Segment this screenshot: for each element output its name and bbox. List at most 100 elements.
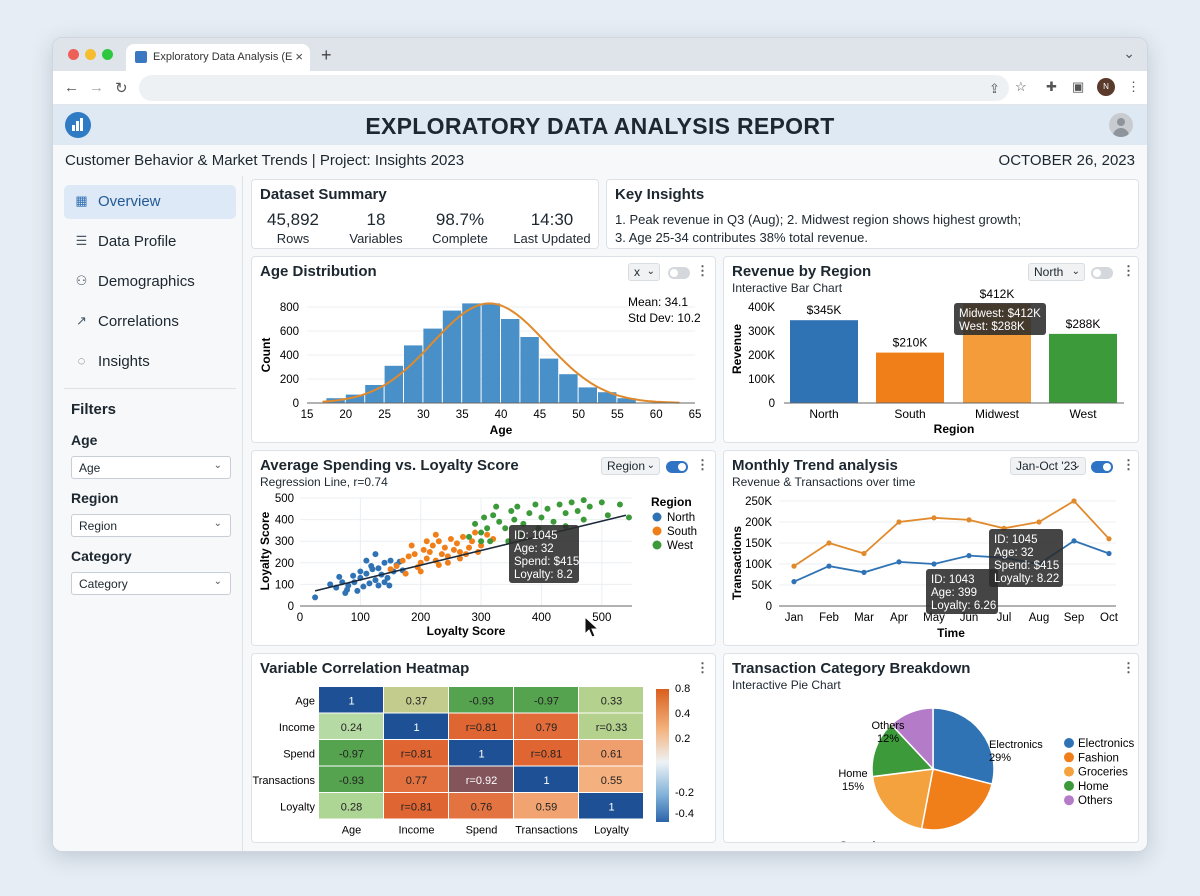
bulb-icon: ◌ xyxy=(77,353,86,368)
sidebar-item-label: Correlations xyxy=(98,313,179,330)
filter-label-region: Region xyxy=(71,490,119,506)
trend-tooltip-line: ID: 1043 xyxy=(931,574,974,586)
scatter-point xyxy=(363,557,370,564)
x-tick-label: 30 xyxy=(417,409,430,421)
date-range-dropdown[interactable]: Jan-Oct '23 ⌄ xyxy=(1010,457,1086,475)
cell-label: 0.77 xyxy=(406,775,427,787)
share-icon[interactable]: ⇪ xyxy=(989,81,1000,96)
bar-value-label: $412K xyxy=(980,287,1015,301)
row-label: Spend xyxy=(283,748,315,760)
chart-toggle[interactable] xyxy=(668,267,690,279)
tab-close-icon[interactable]: × xyxy=(295,49,303,64)
chart-toggle[interactable] xyxy=(1091,267,1113,279)
menu-icon[interactable]: ⋮ xyxy=(1127,79,1140,94)
x-tick-label: 100 xyxy=(351,612,370,624)
scatter-point xyxy=(544,505,551,512)
age-select[interactable]: Age ⌄ xyxy=(71,456,231,479)
stat-label: Complete xyxy=(432,231,488,246)
trend-point xyxy=(1036,519,1042,525)
y-tick-label: 100 xyxy=(275,579,294,591)
x-tick-label: 300 xyxy=(471,612,490,624)
scatter-point xyxy=(375,582,382,589)
more-options-icon[interactable]: ⋮ xyxy=(696,660,709,675)
sidebar-item-correlations[interactable]: ↗ Correlations xyxy=(64,305,236,339)
more-options-icon[interactable]: ⋮ xyxy=(1122,263,1135,278)
more-options-icon[interactable]: ⋮ xyxy=(1122,660,1135,675)
cell-label: -0.97 xyxy=(534,695,559,707)
histogram-bar xyxy=(539,358,559,403)
row-label: Income xyxy=(279,722,315,734)
chart-toggle[interactable] xyxy=(666,461,688,473)
insight-line-2: 3. Age 25-34 contributes 38% total reven… xyxy=(615,230,868,245)
star-icon[interactable]: ☆ xyxy=(1015,79,1027,94)
avatar[interactable]: N xyxy=(1097,78,1115,96)
scatter-point xyxy=(435,538,442,545)
users-icon: ⚇ xyxy=(75,273,88,288)
sidebar-item-label: Overview xyxy=(98,193,161,210)
std-annotation: Std Dev: 10.2 xyxy=(628,311,701,325)
category-select[interactable]: Category ⌄ xyxy=(71,572,231,595)
scatter-point xyxy=(502,525,509,532)
minimize-window-button[interactable] xyxy=(85,49,96,60)
database-icon: ☰ xyxy=(75,233,88,248)
extensions-icon[interactable]: ✚ xyxy=(1046,79,1057,94)
user-icon[interactable] xyxy=(1109,113,1133,137)
x-tick-label: Jul xyxy=(997,612,1012,624)
more-options-icon[interactable]: ⋮ xyxy=(1122,457,1135,472)
sidebar-item-label: Demographics xyxy=(98,273,195,290)
dropdown-value: x xyxy=(634,265,640,279)
region-select[interactable]: Region ⌄ xyxy=(71,514,231,537)
heatmap-cell xyxy=(449,713,513,739)
x-axis-label: Age xyxy=(490,423,513,437)
col-label: Spend xyxy=(466,825,498,837)
sidebar-item-insights[interactable]: ◌ Insights xyxy=(64,345,236,379)
legend-label: South xyxy=(667,526,697,538)
region-dropdown[interactable]: North ⌄ xyxy=(1028,263,1085,281)
scatter-point xyxy=(423,555,430,562)
x-tick-label: South xyxy=(894,407,925,421)
chart-favicon-icon xyxy=(135,51,147,63)
chevron-down-icon: ⌄ xyxy=(1072,460,1081,471)
axis-dropdown[interactable]: x ⌄ xyxy=(628,263,660,281)
pie-slice xyxy=(871,723,935,778)
divider xyxy=(64,388,236,389)
revenue-bar xyxy=(1049,333,1117,403)
y-tick-label: 100K xyxy=(745,559,772,571)
scatter-point xyxy=(420,546,427,553)
y-axis-label: Transactions xyxy=(730,526,744,600)
x-axis-label: Loyalty Score xyxy=(427,624,506,638)
chevron-down-icon[interactable]: ⌄ xyxy=(1123,45,1135,61)
y-axis-label: Count xyxy=(259,338,273,373)
sidebar-item-demographics[interactable]: ⚇ Demographics xyxy=(64,265,236,299)
colorbar-tick: 0.2 xyxy=(675,733,690,745)
y-tick-label: 500 xyxy=(275,493,294,505)
colorbar-tick: -0.2 xyxy=(675,787,694,799)
revenue-bar xyxy=(876,352,944,403)
url-input[interactable]: ⇪ xyxy=(139,75,1009,101)
scatter-point xyxy=(399,557,406,564)
maximize-window-button[interactable] xyxy=(102,49,113,60)
x-tick-label: 45 xyxy=(533,409,546,421)
browser-tab[interactable]: Exploratory Data Analysis (E: × xyxy=(126,44,310,71)
more-options-icon[interactable]: ⋮ xyxy=(696,263,709,278)
sidepanel-icon[interactable]: ▣ xyxy=(1072,79,1085,94)
chart-toggle[interactable] xyxy=(1091,461,1113,473)
reload-icon[interactable]: ↻ xyxy=(115,80,128,97)
scatter-point xyxy=(484,531,491,538)
scatter-point xyxy=(372,551,379,558)
sidebar-item-data-profile[interactable]: ☰ Data Profile xyxy=(64,225,236,259)
stat-label: Rows xyxy=(276,231,310,246)
heatmap-cell xyxy=(449,793,513,819)
forward-icon[interactable]: → xyxy=(89,79,104,96)
heatmap-cell xyxy=(579,687,643,713)
sidebar-item-overview[interactable]: ▦ Overview xyxy=(64,185,236,219)
histogram-bar xyxy=(559,374,578,403)
region-dropdown[interactable]: Region ⌄ xyxy=(601,457,660,475)
scatter-point xyxy=(327,581,334,588)
colorbar-tick: -0.4 xyxy=(675,808,694,820)
close-window-button[interactable] xyxy=(68,49,79,60)
back-icon[interactable]: ← xyxy=(64,79,79,96)
heatmap-chart: Age 1 0.37 -0.93 -0.97 0.33 Income 0.24 1 r=0.81 0… xyxy=(252,683,694,837)
more-options-icon[interactable]: ⋮ xyxy=(696,457,709,472)
new-tab-button[interactable]: + xyxy=(321,45,332,65)
